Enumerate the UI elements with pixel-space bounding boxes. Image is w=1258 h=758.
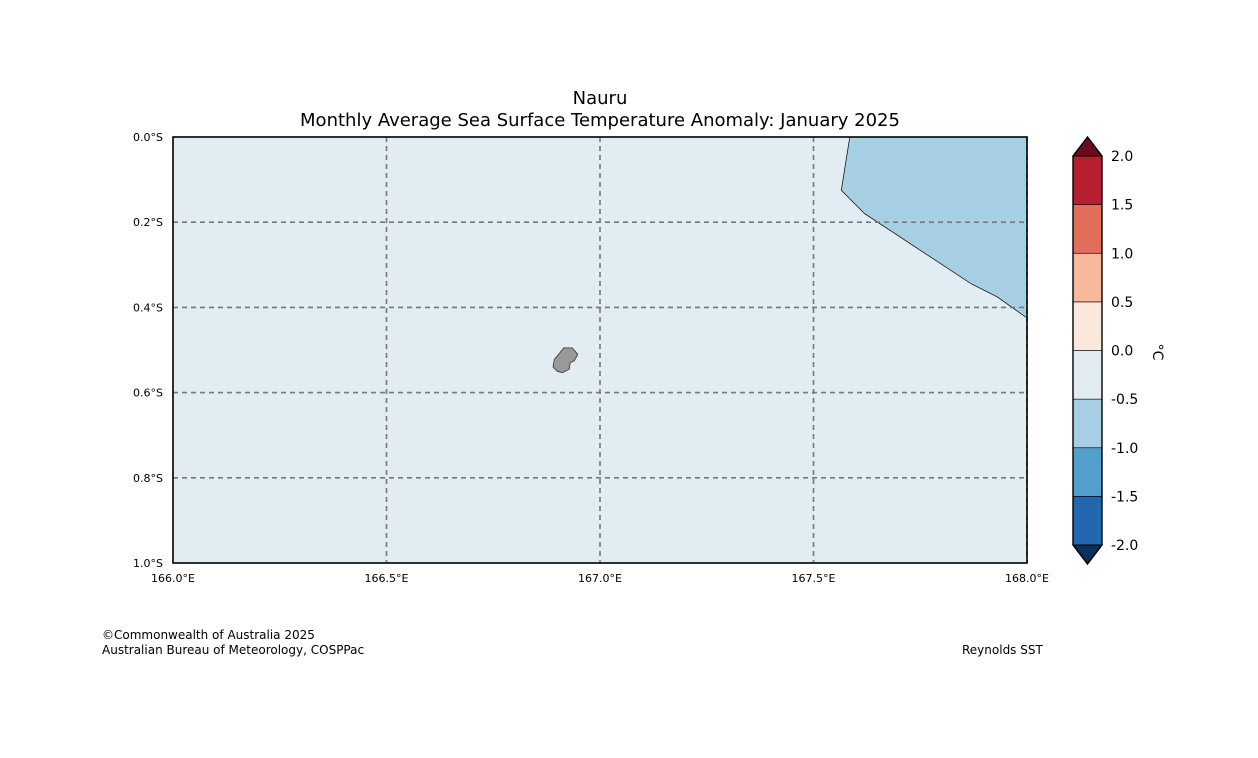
colorbar-tick-label: -2.0 (1111, 538, 1138, 554)
colorbar-segment (1072, 447, 1103, 497)
map-frame (172, 136, 1028, 564)
longitude-tick-label: 167.5°E (792, 572, 836, 585)
latitude-tick-label: 0.8°S (133, 472, 163, 485)
colorbar-under-extension (1071, 544, 1104, 565)
credit-line-2: Australian Bureau of Meteorology, COSPPa… (102, 643, 365, 657)
nauru-island (552, 347, 579, 374)
colorbar-over-extension (1071, 136, 1104, 157)
longitude-tick-label: 166.5°E (365, 572, 409, 585)
colorbar-tick-label: 0.0 (1111, 344, 1133, 360)
colorbar-segment (1072, 301, 1103, 351)
data-source-label: Reynolds SST (962, 643, 1043, 657)
colorbar-segment (1072, 204, 1103, 254)
colorbar-tick-label: 1.0 (1111, 246, 1133, 262)
latitude-tick-label: 0.4°S (133, 301, 163, 314)
longitude-tick-label: 167.0°E (578, 572, 622, 585)
latitude-tick-label: 0.2°S (133, 216, 163, 229)
colorbar-unit-label: °C (1149, 344, 1165, 361)
map-subtitle: Monthly Average Sea Surface Temperature … (300, 110, 900, 131)
latitude-tick-label: 1.0°S (133, 557, 163, 570)
colorbar-segment (1072, 350, 1103, 400)
latitude-tick-label: 0.6°S (133, 387, 163, 400)
longitude-tick-label: 166.0°E (151, 572, 195, 585)
colorbar-tick-label: 0.5 (1111, 295, 1133, 311)
credit-line-1: ©Commonwealth of Australia 2025 (102, 628, 315, 642)
copyright-credit: ©Commonwealth of Australia 2025 Australi… (102, 628, 364, 658)
colorbar-tick-label: 1.5 (1111, 198, 1133, 214)
colorbar-tick-label: -0.5 (1111, 392, 1138, 408)
colorbar: -2.0 -1.5 -1.0 -0.5 0.0 0.5 1.0 1.5 2.0 °C (1071, 135, 1165, 566)
colorbar-tick-label: -1.5 (1111, 489, 1138, 505)
colorbar-segment (1072, 398, 1103, 449)
map-panel: 166.0°E 166.5°E 167.0°E 167.5°E 168.0°E 0.0°S… (133, 131, 1049, 585)
colorbar-segment (1072, 496, 1103, 546)
colorbar-segment (1072, 155, 1103, 205)
colorbar-tick-label: 2.0 (1111, 149, 1133, 165)
longitude-tick-label: 168.0°E (1005, 572, 1049, 585)
map-title: Nauru (572, 88, 628, 109)
colorbar-tick-label: -1.0 (1111, 441, 1138, 457)
colorbar-outline (1072, 135, 1103, 566)
latitude-tick-label: 0.0°S (133, 131, 163, 144)
colorbar-segment (1072, 252, 1103, 303)
